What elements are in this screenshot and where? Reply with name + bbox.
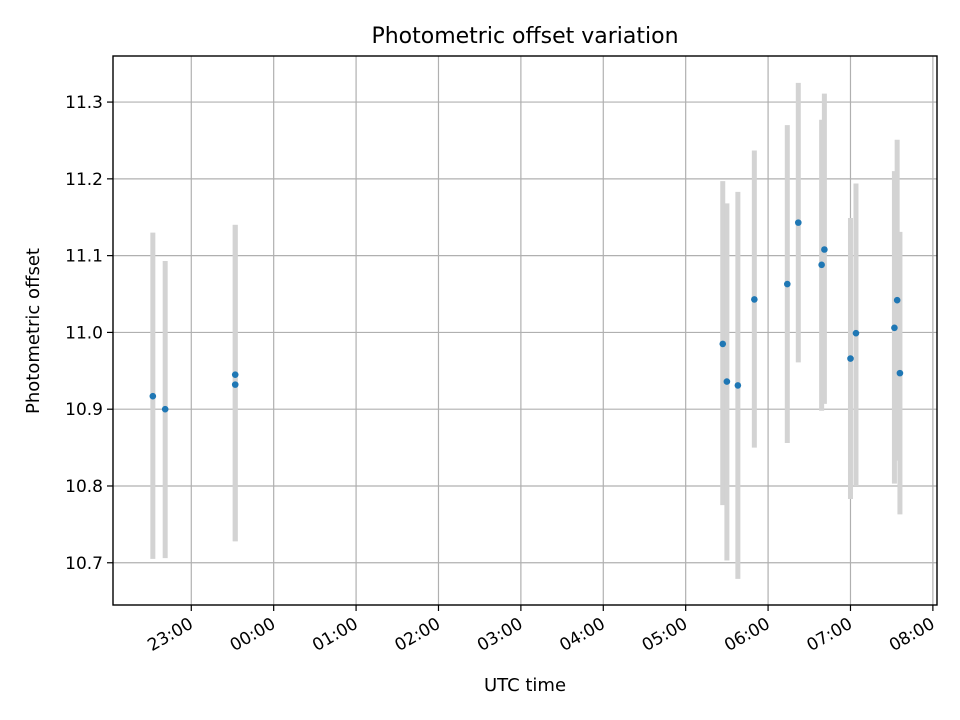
data-point: [231, 371, 239, 378]
y-axis-label: Photometric offset: [23, 248, 44, 414]
x-tick-label: 05:00: [639, 614, 691, 656]
y-tick-label: 11.1: [65, 247, 103, 267]
y-tick-label: 11.3: [65, 93, 103, 113]
data-point: [784, 280, 791, 288]
data-point: [161, 405, 169, 413]
x-tick-label: 04:00: [556, 614, 608, 656]
x-tick-label: 06:00: [721, 614, 773, 656]
y-tick-label: 11.2: [65, 170, 103, 190]
x-axis-label: UTC time: [484, 675, 566, 696]
y-tick-label: 10.9: [65, 400, 103, 420]
data-point: [149, 392, 157, 400]
x-tick-label: 00:00: [227, 614, 279, 656]
y-tick-label: 10.7: [65, 554, 103, 574]
data-point: [818, 261, 825, 269]
y-axis-ticks: 10.7 10.8 10.9 11.0 11.1 11.2 11.3: [65, 93, 113, 574]
data-point: [893, 296, 901, 304]
data-point: [794, 219, 802, 226]
x-tick-label: 08:00: [886, 614, 938, 656]
plot-frame: [112, 55, 938, 606]
data-point: [734, 382, 742, 389]
chart-title: Photometric offset variation: [371, 24, 678, 49]
data-point: [821, 246, 828, 253]
data-point: [847, 355, 854, 362]
data-point: [896, 369, 904, 377]
y-tick-label: 10.8: [65, 477, 103, 497]
x-tick-label: 03:00: [474, 614, 526, 656]
error-bars: [150, 82, 903, 579]
x-tick-label: 23:00: [144, 614, 196, 656]
x-axis-ticks: 23:00 00:00 01:00 02:00 03:00 04:00 05:00 06:00…: [144, 605, 938, 656]
data-point: [719, 340, 727, 348]
y-tick-label: 11.0: [65, 323, 103, 343]
x-tick-label: 02:00: [392, 614, 444, 656]
data-points: [149, 219, 904, 413]
x-tick-label: 07:00: [804, 614, 856, 656]
data-point: [751, 296, 758, 303]
data-point: [231, 381, 239, 388]
x-tick-label: 01:00: [309, 614, 361, 656]
data-point: [723, 378, 731, 385]
data-point: [852, 329, 860, 337]
data-point: [891, 324, 898, 332]
